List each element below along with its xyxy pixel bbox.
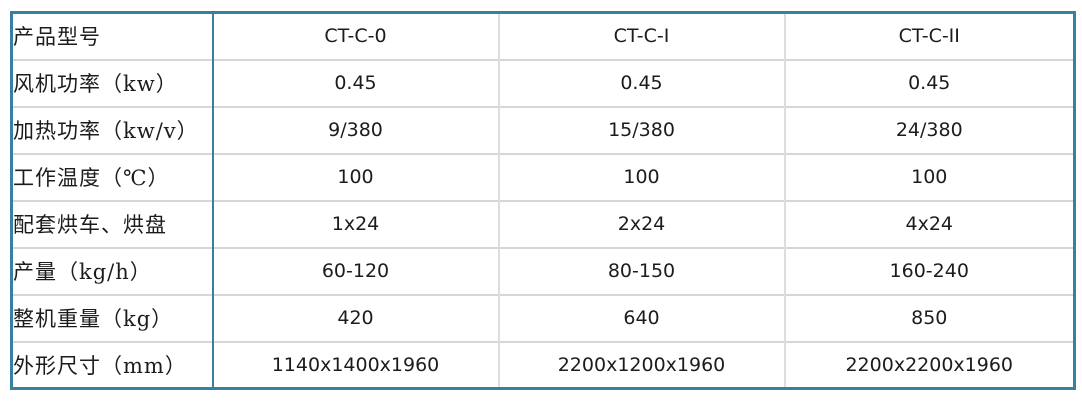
cell-value: 0.45 [497,58,785,107]
row-label-overall-dimensions: 外形尺寸（mm） [11,340,214,389]
product-spec-table: 产品型号 CT-C-0 CT-C-I CT-C-II 风机功率（kw） 0.45… [10,11,1076,390]
table-row-heating-power: 加热功率（kw/v） 9/380 15/380 24/380 [11,105,1075,154]
row-label-model: 产品型号 [11,12,214,60]
row-label-capacity: 产量（kg/h） [11,246,214,295]
cell-value: 60-120 [212,246,499,295]
table-row-capacity: 产量（kg/h） 60-120 80-150 160-240 [11,246,1075,295]
row-label-working-temperature: 工作温度（℃） [11,152,214,201]
cell-value: 80-150 [497,246,785,295]
product-spec-table-container: 产品型号 CT-C-0 CT-C-I CT-C-II 风机功率（kw） 0.45… [10,11,1076,390]
table-row-model: 产品型号 CT-C-0 CT-C-I CT-C-II [11,12,1075,60]
cell-value: 0.45 [783,58,1075,107]
table-row-fan-power: 风机功率（kw） 0.45 0.45 0.45 [11,58,1075,107]
table-row-overall-dimensions: 外形尺寸（mm） 1140x1400x1960 2200x1200x1960 2… [11,340,1075,389]
cell-value: 0.45 [212,58,499,107]
cell-value: 100 [497,152,785,201]
row-label-machine-weight: 整机重量（kg） [11,293,214,342]
cell-value: 1x24 [212,199,499,248]
table-row-working-temperature: 工作温度（℃） 100 100 100 [11,152,1075,201]
model-name-ct-c-ii: CT-C-II [783,12,1075,60]
cell-value: 15/380 [497,105,785,154]
row-label-heating-power: 加热功率（kw/v） [11,105,214,154]
row-label-trolleys-trays: 配套烘车、烘盘 [11,199,214,248]
cell-value: 24/380 [783,105,1075,154]
cell-value: 640 [497,293,785,342]
cell-value: 100 [212,152,499,201]
cell-value: 850 [783,293,1075,342]
table-row-trolleys-trays: 配套烘车、烘盘 1x24 2x24 4x24 [11,199,1075,248]
cell-value: 9/380 [212,105,499,154]
model-name-ct-c-0: CT-C-0 [324,25,387,48]
cell-value: 160-240 [783,246,1075,295]
cell-value: 420 [212,293,499,342]
cell-value: 2x24 [497,199,785,248]
cell-value: 100 [783,152,1075,201]
cell-value: 4x24 [783,199,1075,248]
cell-value: 1140x1400x1960 [212,340,499,389]
cell-value: 2200x2200x1960 [783,340,1075,389]
row-label-fan-power: 风机功率（kw） [11,58,214,107]
table-row-machine-weight: 整机重量（kg） 420 640 850 [11,293,1075,342]
cell-value: 2200x1200x1960 [497,340,785,389]
model-name-ct-c-i: CT-C-I [497,12,785,60]
